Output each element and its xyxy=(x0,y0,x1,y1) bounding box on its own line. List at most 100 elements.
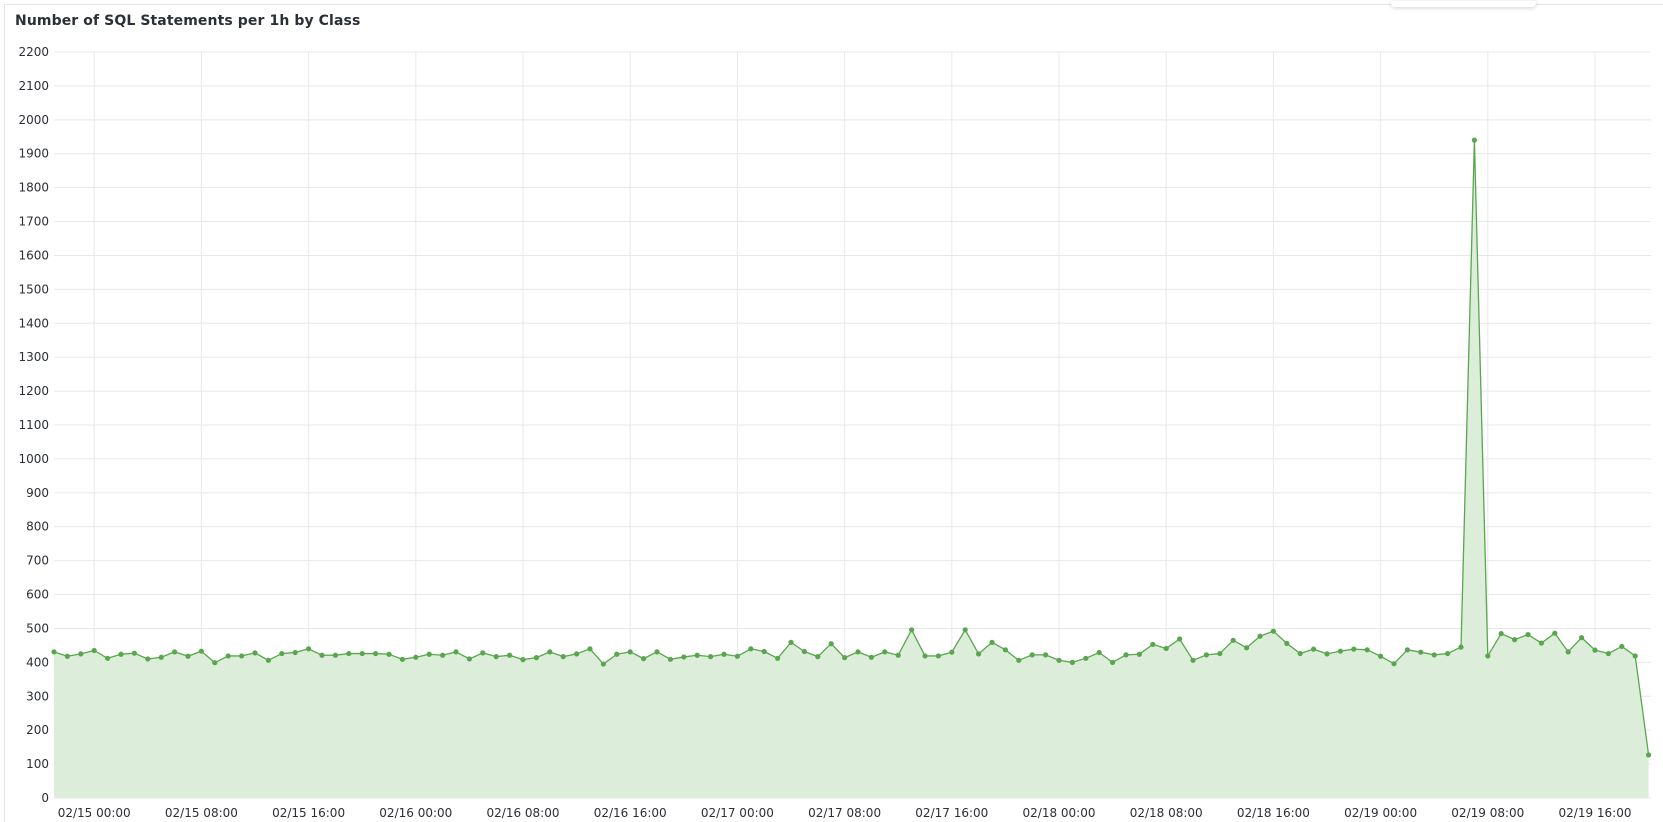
data-point xyxy=(292,649,298,656)
data-point xyxy=(1552,630,1558,636)
data-point xyxy=(560,654,566,660)
data-point xyxy=(1391,661,1397,667)
data-point xyxy=(386,651,392,657)
x-tick-label: 02/16 08:00 xyxy=(487,806,560,820)
y-tick-label: 1500 xyxy=(18,282,49,296)
data-point xyxy=(761,648,767,655)
y-tick-label: 2100 xyxy=(18,79,49,93)
data-point xyxy=(614,651,620,657)
data-point xyxy=(1096,649,1102,656)
data-point xyxy=(828,641,834,647)
data-point xyxy=(158,654,164,660)
data-point xyxy=(654,649,660,655)
data-point xyxy=(507,652,513,658)
data-point xyxy=(949,649,955,655)
data-point xyxy=(1190,657,1196,663)
data-point xyxy=(1203,652,1209,658)
data-point xyxy=(1458,644,1464,650)
y-tick-label: 1000 xyxy=(18,452,49,466)
data-point xyxy=(359,650,365,657)
data-point xyxy=(1043,652,1049,658)
data-point xyxy=(239,653,245,659)
data-point xyxy=(775,655,781,661)
data-point xyxy=(600,661,607,667)
data-point xyxy=(373,650,379,657)
data-point xyxy=(346,650,352,657)
data-point xyxy=(332,652,338,658)
data-point xyxy=(1029,652,1035,658)
data-point xyxy=(1431,652,1437,658)
x-tick-label: 02/15 08:00 xyxy=(165,806,238,820)
series-fill xyxy=(54,140,1649,798)
data-point xyxy=(547,649,553,655)
data-point xyxy=(801,648,808,655)
data-point xyxy=(1632,653,1638,659)
data-point xyxy=(319,652,325,658)
data-point xyxy=(413,654,419,660)
data-point xyxy=(1404,647,1410,653)
y-tick-label: 1900 xyxy=(18,147,49,161)
x-tick-label: 02/15 00:00 xyxy=(58,806,131,820)
data-point xyxy=(399,656,405,662)
data-point xyxy=(1244,645,1250,651)
data-point xyxy=(1230,637,1236,643)
data-point xyxy=(265,657,271,663)
data-point xyxy=(306,646,312,652)
y-tick-label: 2200 xyxy=(18,45,49,59)
data-point xyxy=(1163,645,1169,652)
data-point xyxy=(1538,640,1544,646)
y-axis: 0 100 200 300 400 500 600 700 800 900 1000 1100 1200… xyxy=(18,45,49,805)
data-point xyxy=(533,655,540,661)
data-point xyxy=(1646,752,1652,758)
x-tick-label: 02/17 00:00 xyxy=(701,806,774,820)
data-point xyxy=(1351,646,1357,652)
data-point xyxy=(909,627,915,633)
data-point xyxy=(1217,650,1223,657)
data-point xyxy=(198,648,204,654)
data-point xyxy=(868,654,875,660)
data-point xyxy=(922,653,928,659)
data-point xyxy=(185,653,191,659)
x-tick-label: 02/17 08:00 xyxy=(808,806,881,820)
x-axis: 02/15 00:00 02/15 08:00 02/15 16:00 02/16 0… xyxy=(58,806,1632,820)
y-tick-label: 400 xyxy=(26,655,49,669)
y-tick-label: 300 xyxy=(26,689,49,703)
data-point xyxy=(855,649,861,655)
data-point xyxy=(788,639,794,645)
data-point xyxy=(842,655,848,661)
data-point xyxy=(105,655,111,661)
x-tick-label: 02/18 00:00 xyxy=(1023,806,1096,820)
data-point xyxy=(480,650,486,656)
chart-title: Number of SQL Statements per 1h by Class xyxy=(15,13,361,29)
y-tick-label: 700 xyxy=(26,554,49,568)
data-point xyxy=(1110,659,1116,665)
y-tick-label: 2000 xyxy=(18,113,49,127)
data-point xyxy=(1445,650,1451,657)
floating-toolbar-edge xyxy=(1391,1,1536,7)
y-tick-label: 1800 xyxy=(18,181,49,195)
data-point xyxy=(574,651,580,657)
data-point xyxy=(1257,633,1263,639)
data-point xyxy=(935,653,942,659)
data-point xyxy=(1418,649,1424,655)
data-point xyxy=(1619,643,1625,650)
y-tick-label: 600 xyxy=(26,588,49,602)
y-tick-label: 100 xyxy=(26,757,49,771)
data-point xyxy=(1337,648,1343,654)
data-point xyxy=(627,649,633,655)
data-point xyxy=(172,649,178,655)
data-point xyxy=(694,652,700,658)
data-point xyxy=(225,653,231,659)
data-point xyxy=(708,654,714,660)
data-point xyxy=(1016,657,1022,663)
data-point xyxy=(1512,637,1518,643)
x-tick-label: 02/19 16:00 xyxy=(1559,806,1632,820)
y-tick-label: 800 xyxy=(26,520,49,534)
data-point xyxy=(78,651,84,657)
data-point xyxy=(453,649,459,655)
y-tick-label: 0 xyxy=(41,791,49,805)
data-point xyxy=(1525,631,1531,638)
x-tick-label: 02/18 16:00 xyxy=(1237,806,1310,820)
data-point xyxy=(520,657,526,663)
